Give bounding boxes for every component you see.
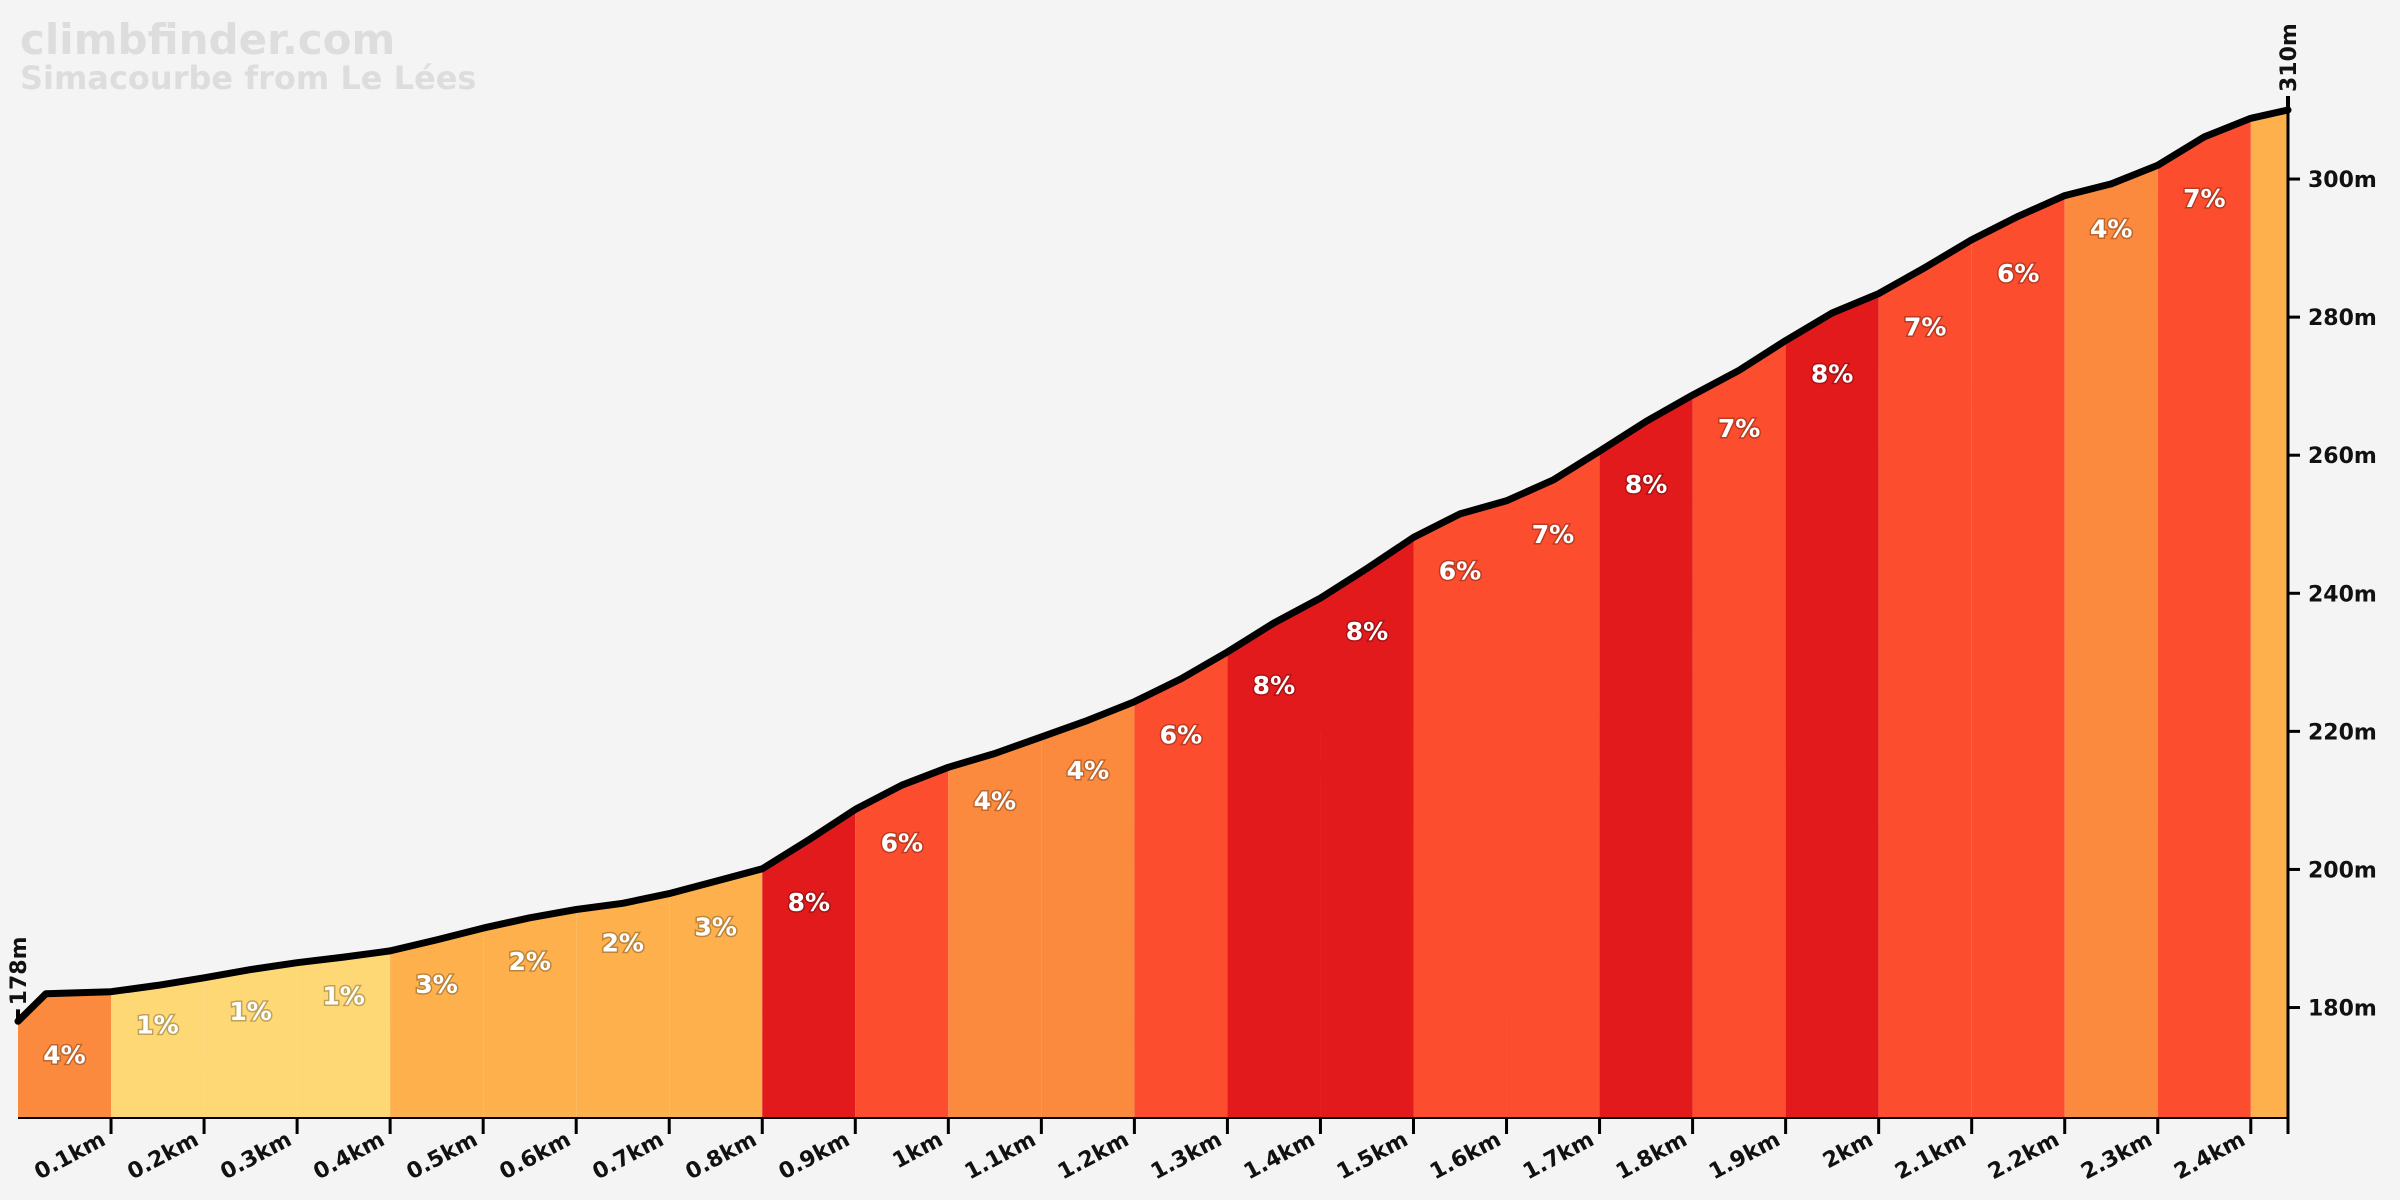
grade-segment-19 <box>1692 340 1786 1119</box>
x-tick-label-8: 0.8km <box>682 1127 761 1185</box>
grade-segment-4 <box>297 950 391 1118</box>
grade-segment-24 <box>2157 118 2251 1119</box>
climb-name: Simacourbe from Le Lées <box>20 59 477 98</box>
x-tick-label-20: 2km <box>1819 1127 1877 1174</box>
grade-label-9: 8% <box>788 888 830 917</box>
grade-segment-12 <box>1041 701 1135 1118</box>
grade-label-21: 7% <box>1904 313 1946 342</box>
x-tick-label-24: 2.4km <box>2170 1127 2249 1185</box>
y-tick-label-7: 300m <box>2308 168 2377 193</box>
grade-label-8: 3% <box>694 913 736 942</box>
grade-label-14: 8% <box>1253 671 1295 700</box>
grade-label-17: 7% <box>1532 520 1574 549</box>
x-tick-label-12: 1.2km <box>1054 1127 1133 1185</box>
x-tick-label-3: 0.3km <box>217 1127 296 1185</box>
grade-segment-22 <box>1971 195 2065 1119</box>
grade-segment-23 <box>2064 165 2158 1118</box>
grade-segment-9 <box>762 809 856 1118</box>
y-tick-label-2: 200m <box>2308 858 2377 883</box>
grade-segment-11 <box>948 736 1042 1118</box>
grade-segment-21 <box>1878 239 1972 1119</box>
grade-segment-8 <box>669 868 763 1118</box>
profile-line <box>14 106 2292 1025</box>
x-tick-label-22: 2.2km <box>1984 1127 2063 1185</box>
grade-labels: 4% 1% 1% 1% 3% 2% 2% 3% 8% 6% 4% 4% 6% 8% 8% 6% 7% 8% 7% 8%… <box>42 183 2227 1071</box>
brand-site: climbfinder.com <box>20 15 396 64</box>
grade-segment-17 <box>1506 451 1600 1119</box>
grade-label-16: 6% <box>1439 556 1481 585</box>
grade-label-5: 3% <box>415 970 457 999</box>
x-tick-label-1: 0.1km <box>31 1127 110 1185</box>
grade-label-4: 1% <box>322 982 364 1011</box>
x-tick-label-18: 1.8km <box>1612 1127 1691 1185</box>
start-elevation-label: 178m <box>7 936 32 1005</box>
grade-segment-5 <box>390 928 484 1118</box>
x-tick-label-17: 1.7km <box>1519 1127 1598 1185</box>
grade-label-2: 1% <box>136 1011 178 1040</box>
y-axis: 180m 200m 220m 240m 260m 280m 300m <box>2286 110 2377 1118</box>
grade-segment-2 <box>111 977 205 1118</box>
grade-label-24: 7% <box>2183 184 2225 213</box>
x-tick-label-21: 2.1km <box>1891 1127 1970 1185</box>
y-tick-label-3: 220m <box>2308 720 2377 745</box>
y-tick-label-6: 280m <box>2308 306 2377 331</box>
grade-segment-15 <box>1320 537 1414 1118</box>
grade-segment-1 <box>18 991 112 1118</box>
grade-label-18: 8% <box>1625 470 1667 499</box>
elevation-end-labels: 178m 310m <box>7 23 2302 1022</box>
grade-label-19: 7% <box>1718 414 1760 443</box>
brand-watermark: climbfinder.com Simacourbe from Le Lées <box>20 15 477 98</box>
x-tick-label-15: 1.5km <box>1333 1127 1412 1185</box>
x-tick-label-5: 0.5km <box>403 1127 482 1185</box>
y-tick-label-1: 180m <box>2308 997 2377 1022</box>
grade-segment-13 <box>1134 652 1228 1118</box>
x-tick-label-7: 0.7km <box>589 1127 668 1185</box>
grade-label-6: 2% <box>508 947 550 976</box>
grade-segment-16 <box>1413 500 1507 1118</box>
x-tick-label-23: 2.3km <box>2077 1127 2156 1185</box>
grade-label-3: 1% <box>229 997 271 1026</box>
grade-segment-6 <box>483 909 577 1118</box>
grade-segment-7 <box>576 893 670 1118</box>
x-tick-label-6: 0.6km <box>496 1127 575 1185</box>
x-tick-label-2: 0.2km <box>124 1127 203 1185</box>
grade-label-23: 4% <box>2090 215 2132 244</box>
grade-label-1: 4% <box>43 1040 85 1069</box>
profile-line-group <box>14 106 2292 1025</box>
grade-segment-18 <box>1599 395 1693 1119</box>
x-axis: 0.1km 0.2km 0.3km 0.4km 0.5km 0.6km 0.7km 0.8km… <box>18 1117 2290 1185</box>
y-tick-label-5: 260m <box>2308 444 2377 469</box>
grade-segment-25 <box>2250 110 2288 1118</box>
grade-segment-14 <box>1227 598 1321 1118</box>
grade-label-22: 6% <box>1997 259 2039 288</box>
x-tick-label-4: 0.4km <box>310 1127 389 1185</box>
grade-label-12: 4% <box>1067 756 1109 785</box>
grade-label-13: 6% <box>1160 721 1202 750</box>
grade-segment-3 <box>204 962 298 1118</box>
grade-label-15: 8% <box>1346 617 1388 646</box>
grade-label-7: 2% <box>601 929 643 958</box>
x-tick-label-9: 0.9km <box>775 1127 854 1185</box>
x-tick-label-14: 1.4km <box>1240 1127 1319 1185</box>
end-elevation-label: 310m <box>2277 23 2302 92</box>
grade-label-10: 6% <box>881 828 923 857</box>
x-tick-label-11: 1.1km <box>961 1127 1040 1185</box>
x-tick-label-19: 1.9km <box>1705 1127 1784 1185</box>
x-tick-label-16: 1.6km <box>1426 1127 1505 1185</box>
x-tick-label-13: 1.3km <box>1147 1127 1226 1185</box>
y-tick-label-4: 240m <box>2308 582 2377 607</box>
grade-segments <box>18 110 2288 1119</box>
grade-label-11: 4% <box>974 786 1016 815</box>
grade-label-20: 8% <box>1811 360 1853 389</box>
x-tick-label-10: 1km <box>889 1127 947 1174</box>
grade-segment-10 <box>855 767 949 1118</box>
grade-segment-20 <box>1785 293 1879 1119</box>
